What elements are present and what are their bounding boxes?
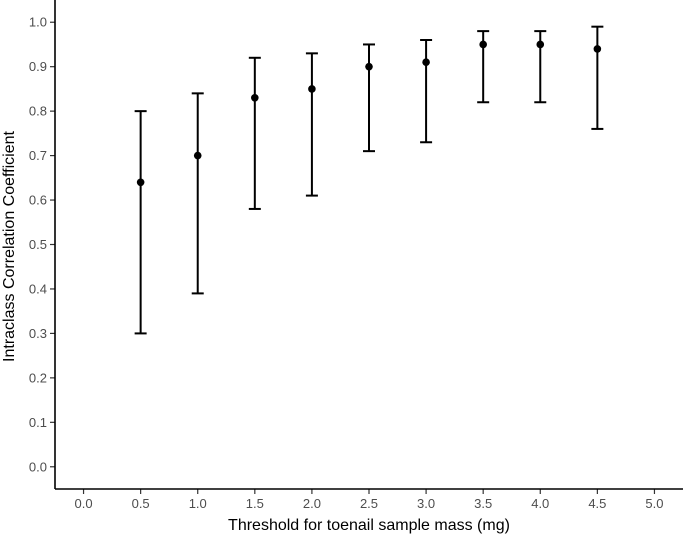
data-point bbox=[308, 85, 316, 93]
x-tick-label: 3.0 bbox=[417, 496, 435, 511]
y-tick-label: 1.0 bbox=[29, 15, 47, 30]
y-tick-label: 0.5 bbox=[29, 237, 47, 252]
data-point bbox=[136, 178, 145, 187]
y-tick-label: 0.4 bbox=[29, 281, 47, 296]
data-point bbox=[536, 40, 545, 49]
x-axis-ticks: 0.0 0.5 1.0 1.5 2.0 2.5 3.0 3.5 4.0 4.5 5.0 bbox=[75, 489, 663, 511]
x-tick-label: 1.0 bbox=[189, 496, 207, 511]
y-tick-label: 0.0 bbox=[29, 459, 47, 474]
y-tick-label: 0.1 bbox=[29, 415, 47, 430]
data-point bbox=[593, 45, 602, 53]
error-bars bbox=[134, 25, 604, 335]
y-tick-label: 0.3 bbox=[29, 326, 47, 341]
data-point bbox=[193, 151, 202, 160]
y-axis-title: Intraclass Correlation Coefficient bbox=[1, 130, 18, 361]
x-tick-label: 4.0 bbox=[531, 496, 549, 511]
data-point bbox=[365, 62, 373, 71]
x-tick-label: 1.5 bbox=[246, 496, 264, 511]
data-point bbox=[422, 58, 430, 67]
y-tick-label: 0.7 bbox=[29, 148, 47, 163]
x-tick-label: 2.5 bbox=[360, 496, 378, 511]
y-tick-label: 0.9 bbox=[29, 59, 47, 74]
x-tick-label: 5.0 bbox=[645, 496, 663, 511]
x-tick-label: 3.5 bbox=[474, 496, 492, 511]
y-tick-label: 0.6 bbox=[29, 193, 47, 208]
x-axis-title: Threshold for toenail sample mass (mg) bbox=[228, 517, 510, 534]
y-tick-label: 0.2 bbox=[29, 370, 47, 385]
y-tick-label: 0.8 bbox=[29, 104, 47, 119]
data-point bbox=[479, 40, 487, 49]
x-tick-label: 0.0 bbox=[75, 496, 93, 511]
data-points bbox=[136, 40, 602, 187]
x-tick-label: 2.0 bbox=[303, 496, 321, 511]
y-axis-ticks: 0.0 0.1 0.2 0.3 0.4 0.5 0.6 0.7 0.8 0.9 1.0 bbox=[29, 15, 55, 474]
data-point bbox=[251, 94, 259, 102]
x-tick-label: 0.5 bbox=[132, 496, 150, 511]
x-tick-label: 4.5 bbox=[588, 496, 606, 511]
